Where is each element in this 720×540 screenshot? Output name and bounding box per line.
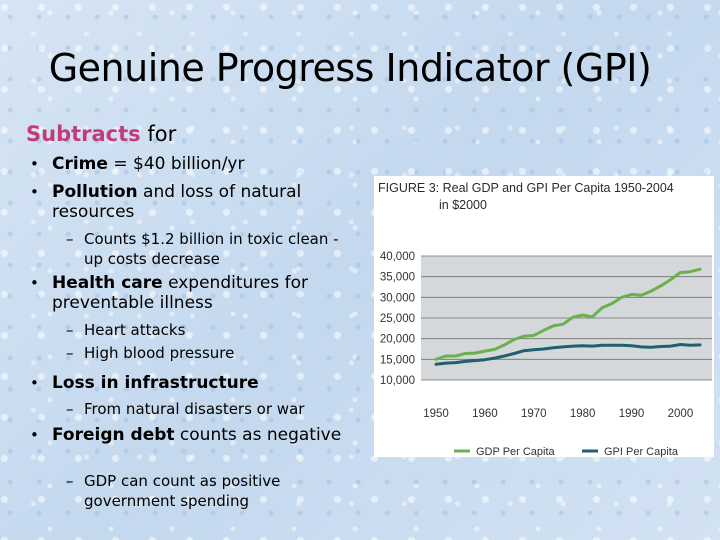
x-tick-label: 1950 (423, 408, 449, 420)
bullet-pollution: Pollution and loss of natural resources (30, 182, 352, 222)
y-tick-label: 40,000 (380, 251, 415, 263)
sub-bullet-gdp-positive: GDP can count as positive government spe… (66, 471, 354, 511)
legend-gdp-label: GDP Per Capita (476, 446, 556, 457)
sub-bullet-disasters: From natural disasters or war (66, 399, 354, 419)
x-tick-label: 1980 (570, 408, 596, 420)
slide-subtitle: Subtracts for (26, 122, 176, 146)
subtitle-rest: for (140, 122, 177, 146)
legend-gpi-label: GPI Per Capita (604, 446, 679, 457)
sub-bullet-heart-attacks: Heart attacks (66, 320, 354, 340)
bullet-health-care: Health care expenditures for preventable… (30, 273, 352, 313)
slide-title: Genuine Progress Indicator (GPI) (48, 46, 652, 90)
subtitle-emphasis: Subtracts (26, 122, 141, 146)
chart-title-line2: in $2000 (439, 198, 487, 212)
y-axis-ticks: 40,000 35,000 30,000 25,000 20,000 15,000 10,0… (380, 251, 415, 387)
gdp-per-capita-line (434, 267, 702, 361)
x-tick-label: 2000 (668, 408, 694, 420)
chart-panel: FIGURE 3: Real GDP and GPI Per Capita 19… (374, 176, 714, 457)
sub-bullet-blood-pressure: High blood pressure (66, 343, 354, 363)
y-tick-label: 10,000 (380, 375, 415, 387)
gpi-per-capita-line (434, 343, 702, 366)
gdp-gpi-chart: FIGURE 3: Real GDP and GPI Per Capita 19… (378, 181, 712, 457)
gridlines (421, 255, 712, 381)
y-tick-label: 20,000 (380, 334, 415, 346)
y-tick-label: 25,000 (380, 313, 415, 325)
bullet-crime: Crime = $40 billion/yr (30, 154, 352, 174)
x-tick-label: 1970 (521, 408, 547, 420)
x-axis-ticks: 1950 1960 1970 1980 1990 2000 (423, 408, 693, 420)
legend: GDP Per Capita GPI Per Capita (454, 446, 679, 457)
bullet-foreign-debt: Foreign debt counts as negative (30, 425, 352, 445)
y-tick-label: 30,000 (380, 292, 415, 304)
bullet-infrastructure: Loss in infrastructure (30, 373, 352, 393)
chart-title-line1: FIGURE 3: Real GDP and GPI Per Capita 19… (378, 181, 674, 195)
series-lines (434, 267, 702, 366)
sub-bullet-toxic-cleanup: Counts $1.2 billion in toxic clean -up c… (66, 229, 354, 269)
x-tick-label: 1990 (619, 408, 645, 420)
y-tick-label: 15,000 (380, 354, 415, 366)
x-tick-label: 1960 (472, 408, 498, 420)
y-tick-label: 35,000 (380, 272, 415, 284)
